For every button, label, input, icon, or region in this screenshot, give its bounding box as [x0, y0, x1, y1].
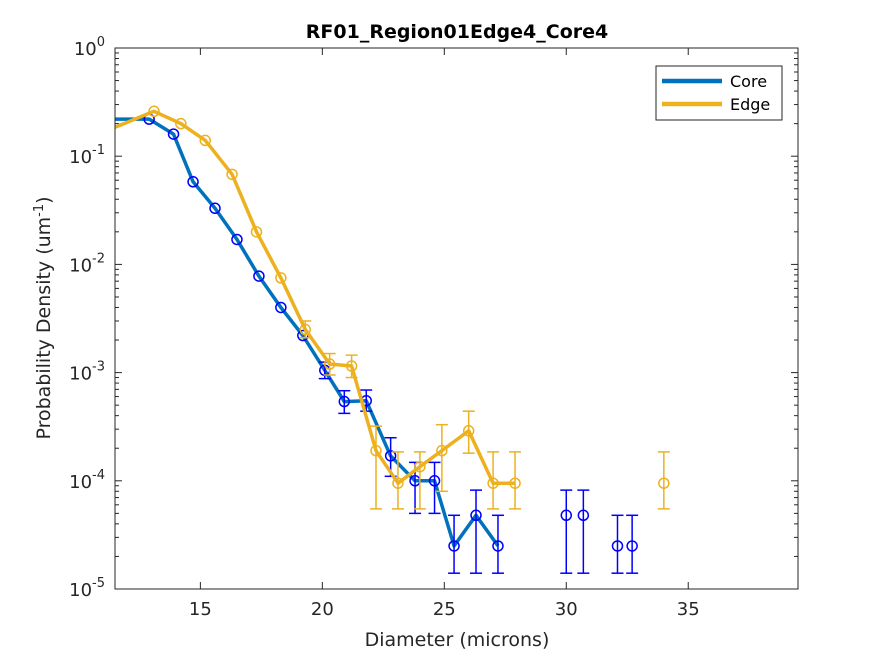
data-point-core	[470, 509, 482, 522]
y-axis-label: Probability Density (um-1)	[32, 196, 55, 439]
y-tick-label: 10-4	[69, 468, 105, 493]
data-point-core	[167, 128, 180, 140]
data-point-edge	[299, 323, 312, 336]
chart-title: RF01_Region01Edge4_Core4	[306, 21, 608, 43]
data-point-edge	[658, 477, 670, 489]
data-point-core	[611, 540, 624, 552]
x-tick-label: 30	[555, 599, 578, 620]
data-point-core	[577, 509, 590, 522]
data-point-core	[338, 395, 351, 408]
data-point-core	[448, 540, 460, 552]
series-edge	[114, 105, 670, 510]
data-point-edge	[436, 444, 448, 457]
data-point-edge	[250, 226, 263, 238]
x-axis-ticks: 15 20 25 30 35	[189, 48, 700, 620]
data-point-edge	[148, 105, 160, 118]
data-point-core	[492, 540, 504, 552]
data-point-edge	[509, 477, 521, 489]
series-layer	[114, 105, 670, 574]
legend-box	[655, 65, 783, 121]
data-point-edge	[199, 134, 212, 147]
data-point-edge	[175, 117, 187, 130]
legend-label-core: Core	[730, 72, 767, 91]
legend-label-edge: Edge	[730, 95, 770, 114]
y-axis-ticks: 10-5 10-4 10-3 10-2 10-1 100	[69, 35, 798, 601]
data-point-core	[209, 202, 221, 215]
data-point-edge	[226, 168, 238, 181]
data-point-edge	[323, 358, 336, 370]
data-point-core	[560, 509, 573, 522]
data-point-core	[428, 475, 441, 487]
x-tick-label: 15	[189, 599, 212, 620]
plot-box	[114, 47, 799, 590]
data-point-edge	[414, 460, 426, 473]
data-point-edge	[392, 477, 404, 489]
y-tick-label: 10-1	[69, 143, 105, 168]
data-point-core	[187, 176, 199, 188]
x-tick-label: 25	[433, 599, 456, 620]
legend: Core Edge	[655, 65, 783, 121]
data-point-edge	[275, 272, 287, 284]
data-point-edge	[345, 360, 358, 372]
x-axis-label: Diameter (microns)	[365, 629, 550, 651]
data-point-core	[231, 233, 243, 246]
y-axis-label-sup: -1	[32, 204, 47, 217]
data-point-core	[253, 270, 265, 282]
y-tick-label: 10-5	[69, 576, 105, 601]
data-point-core	[275, 301, 287, 314]
data-point-edge	[462, 425, 475, 437]
plot-area	[115, 48, 798, 589]
data-point-core	[626, 540, 638, 552]
y-tick-label: 10-3	[69, 360, 105, 385]
x-tick-label: 35	[677, 599, 700, 620]
y-tick-label: 10-2	[69, 251, 105, 276]
y-tick-label: 100	[74, 35, 105, 60]
x-tick-label: 20	[311, 599, 334, 620]
data-point-edge	[370, 444, 382, 457]
data-point-core	[384, 450, 397, 462]
data-point-edge	[487, 477, 499, 489]
